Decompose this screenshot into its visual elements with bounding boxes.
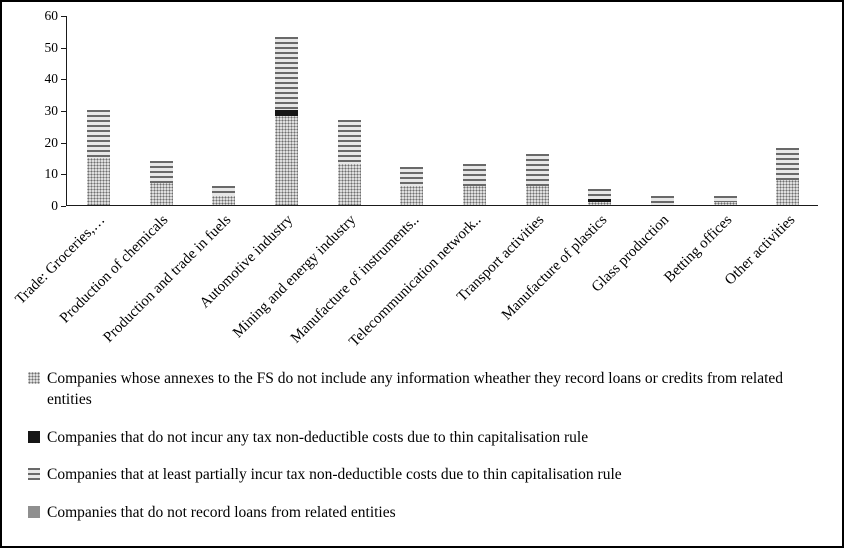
bar-2 — [149, 160, 173, 205]
bar-segment — [713, 201, 737, 205]
bar-segment — [86, 110, 110, 158]
bar-segment — [588, 201, 612, 205]
bar-7 — [462, 163, 486, 205]
legend-item-3: Companies that at least partially incur … — [28, 464, 828, 485]
legend: Companies whose annexes to the FS do not… — [28, 368, 828, 539]
bar-segment — [525, 154, 549, 186]
bar-segment — [274, 37, 298, 111]
bar-segment — [776, 148, 800, 180]
y-axis-tick-label: 50 — [44, 39, 59, 55]
y-axis-tick-label: 10 — [44, 166, 59, 182]
bar-segment — [274, 116, 298, 205]
y-axis-tick-mark — [61, 16, 66, 17]
plot-area — [66, 16, 818, 206]
bar-segment — [588, 189, 612, 199]
bar-segment — [713, 195, 737, 202]
bar-segment — [337, 163, 361, 205]
bar-segment — [650, 195, 674, 205]
bar-5 — [337, 119, 361, 205]
bar-1 — [86, 110, 110, 205]
bar-10 — [650, 195, 674, 205]
legend-label: Companies that at least partially incur … — [47, 466, 622, 484]
bar-segment — [212, 195, 236, 205]
bar-12 — [776, 148, 800, 205]
bar-segment — [149, 182, 173, 205]
y-axis-tick-mark — [61, 79, 66, 81]
bar-segment — [400, 167, 424, 186]
y-axis-tick-mark — [61, 142, 66, 144]
y-axis-tick-label: 30 — [44, 103, 59, 118]
y-axis-tick-mark — [61, 111, 66, 112]
bar-segment — [462, 163, 486, 186]
legend-marker-icon — [28, 468, 40, 481]
bar-6 — [400, 167, 424, 205]
bar-segment — [462, 186, 486, 205]
bar-segment — [86, 157, 110, 205]
bar-9 — [588, 189, 612, 205]
legend-label: Companies whose annexes to the FS do not… — [47, 370, 784, 409]
bar-11 — [713, 195, 737, 205]
bar-segment — [274, 110, 298, 117]
bar-segment — [776, 179, 800, 205]
legend-item-1: Companies whose annexes to the FS do not… — [28, 368, 828, 411]
legend-item-4: Companies that do not record loans from … — [28, 502, 828, 523]
bar-4 — [274, 37, 298, 205]
legend-label: Companies that do not record loans from … — [47, 503, 396, 521]
y-axis-tick-label: 60 — [44, 8, 59, 23]
y-axis-tick-mark — [61, 47, 66, 49]
bar-3 — [212, 186, 236, 205]
legend-marker-icon — [28, 505, 40, 518]
legend-marker-icon — [28, 430, 40, 443]
y-axis-tick-label: 0 — [51, 198, 58, 213]
y-axis-tick-mark — [61, 174, 66, 176]
legend-label: Companies that do not incur any tax non-… — [47, 428, 589, 446]
bar-8 — [525, 154, 549, 205]
bar-segment — [588, 198, 612, 202]
y-axis-tick-label: 20 — [44, 134, 59, 150]
y-axis-tick-mark — [61, 206, 66, 207]
bar-segment — [337, 119, 361, 164]
bar-segment — [525, 186, 549, 205]
legend-item-2: Companies that do not incur any tax non-… — [28, 427, 828, 448]
legend-marker-icon — [28, 372, 40, 384]
bar-segment — [149, 160, 173, 183]
bar-segment — [400, 186, 424, 205]
bar-segment — [212, 186, 236, 196]
y-axis-tick-label: 40 — [44, 71, 59, 87]
